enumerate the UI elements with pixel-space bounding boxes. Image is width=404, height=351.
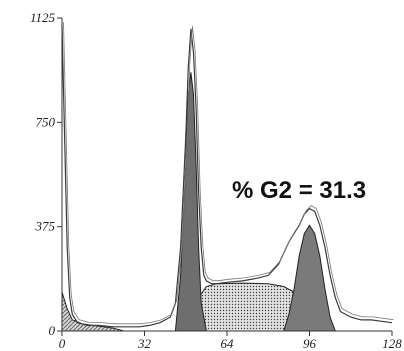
y-tick-label: 375 <box>35 219 56 234</box>
fitted-envelope-line <box>63 21 394 325</box>
ticks: 0 32 64 96 128 0 375 750 1125 <box>30 10 402 351</box>
plot-area: 0 32 64 96 128 0 375 750 1125 <box>30 10 402 351</box>
g1-peak-fill <box>174 72 208 332</box>
g2-percentage-annotation: % G2 = 31.3 <box>232 177 366 204</box>
y-tick-label: 0 <box>49 323 56 338</box>
g2-peak-fill <box>283 224 337 332</box>
x-tick-label: 96 <box>303 336 317 351</box>
x-tick-label: 64 <box>221 336 235 351</box>
debris-fill <box>61 291 125 332</box>
measured-histogram-line <box>61 24 393 328</box>
y-tick-label: 750 <box>36 114 56 129</box>
y-tick-label: 1125 <box>30 10 56 25</box>
histogram-lines <box>61 21 394 328</box>
x-tick-label: 32 <box>137 336 152 351</box>
x-tick-label: 128 <box>382 336 402 351</box>
x-tick-label: 0 <box>59 336 66 351</box>
